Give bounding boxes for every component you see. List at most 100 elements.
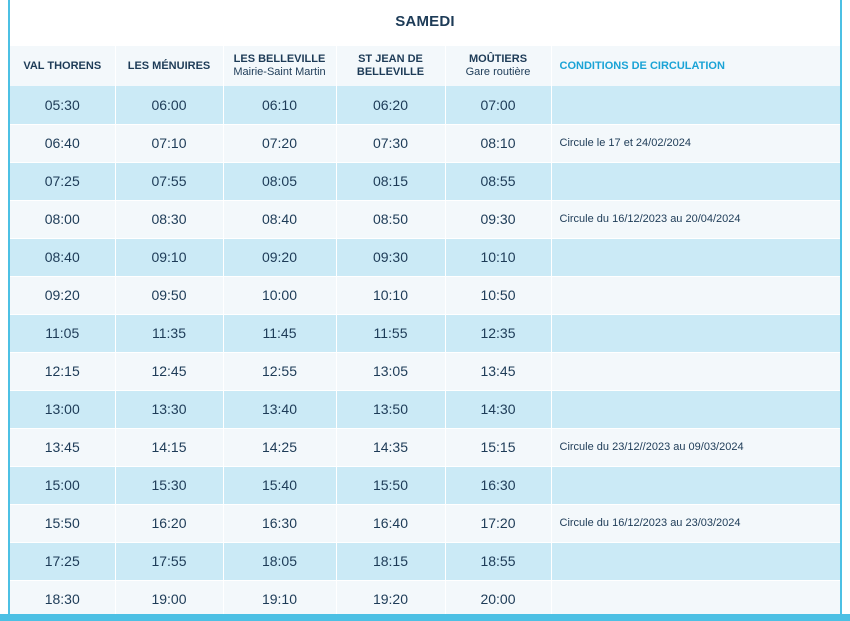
header-label: LES BELLEVILLE — [233, 53, 326, 65]
time-cell: 16:30 — [445, 466, 552, 505]
time-cell: 09:10 — [115, 238, 224, 277]
time-cell: 10:00 — [223, 276, 337, 315]
header-les-menuires: LES MÉNUIRES — [115, 46, 224, 86]
condition-cell — [551, 314, 840, 353]
time-cell: 12:35 — [445, 314, 552, 353]
time-cell: 14:35 — [336, 428, 446, 467]
table-row: 12:15 12:45 12:55 13:05 13:45 — [10, 352, 840, 391]
header-label: ST JEAN DE BELLEVILLE — [356, 53, 425, 78]
time-cell: 13:45 — [10, 428, 116, 467]
header-val-thorens: VAL THORENS — [10, 46, 116, 86]
time-cell: 19:10 — [223, 580, 337, 619]
time-cell: 12:55 — [223, 352, 337, 391]
time-cell: 15:50 — [10, 504, 116, 543]
time-cell: 06:10 — [223, 86, 337, 125]
condition-cell — [551, 542, 840, 581]
time-cell: 14:30 — [445, 390, 552, 429]
timetable-frame: SAMEDI VAL THORENS LES MÉNUIRES LES BELL… — [8, 0, 842, 619]
time-cell: 11:05 — [10, 314, 116, 353]
time-cell: 18:30 — [10, 580, 116, 619]
header-label: VAL THORENS — [23, 59, 102, 72]
time-cell: 12:45 — [115, 352, 224, 391]
table-row: 18:30 19:00 19:10 19:20 20:00 — [10, 580, 840, 619]
time-cell: 13:30 — [115, 390, 224, 429]
time-cell: 11:45 — [223, 314, 337, 353]
time-cell: 07:00 — [445, 86, 552, 125]
table-row: 08:40 09:10 09:20 09:30 10:10 — [10, 238, 840, 277]
header-les-belleville: LES BELLEVILLE Mairie-Saint Martin — [223, 46, 337, 86]
time-cell: 08:05 — [223, 162, 337, 201]
time-cell: 07:20 — [223, 124, 337, 163]
time-cell: 15:50 — [336, 466, 446, 505]
time-cell: 18:15 — [336, 542, 446, 581]
time-cell: 18:05 — [223, 542, 337, 581]
time-cell: 09:20 — [10, 276, 116, 315]
header-st-jean-de-belleville: ST JEAN DE BELLEVILLE — [336, 46, 446, 86]
time-cell: 10:10 — [336, 276, 446, 315]
condition-cell — [551, 352, 840, 391]
time-cell: 09:50 — [115, 276, 224, 315]
time-cell: 15:40 — [223, 466, 337, 505]
table-row: 08:00 08:30 08:40 08:50 09:30 Circule du 16/1… — [10, 200, 840, 239]
timetable: VAL THORENS LES MÉNUIRES LES BELLEVILLE … — [10, 46, 840, 619]
time-cell: 20:00 — [445, 580, 552, 619]
time-cell: 05:30 — [10, 86, 116, 125]
header-conditions: CONDITIONS DE CIRCULATION — [551, 46, 840, 86]
time-cell: 12:15 — [10, 352, 116, 391]
time-cell: 13:05 — [336, 352, 446, 391]
time-cell: 08:50 — [336, 200, 446, 239]
time-cell: 08:55 — [445, 162, 552, 201]
condition-cell — [551, 466, 840, 505]
time-cell: 08:40 — [223, 200, 337, 239]
time-cell: 10:10 — [445, 238, 552, 277]
table-row: 07:25 07:55 08:05 08:15 08:55 — [10, 162, 840, 201]
time-cell: 11:55 — [336, 314, 446, 353]
time-cell: 19:00 — [115, 580, 224, 619]
time-cell: 16:30 — [223, 504, 337, 543]
time-cell: 08:15 — [336, 162, 446, 201]
timetable-body: 05:30 06:00 06:10 06:20 07:00 06:40 07:10 07:20… — [10, 86, 840, 619]
time-cell: 19:20 — [336, 580, 446, 619]
table-row: 06:40 07:10 07:20 07:30 08:10 Circule le 17 e… — [10, 124, 840, 163]
condition-cell: Circule du 23/12//2023 au 09/03/2024 — [551, 428, 840, 467]
time-cell: 08:00 — [10, 200, 116, 239]
time-cell: 13:50 — [336, 390, 446, 429]
time-cell: 14:25 — [223, 428, 337, 467]
time-cell: 13:00 — [10, 390, 116, 429]
time-cell: 15:00 — [10, 466, 116, 505]
time-cell: 17:25 — [10, 542, 116, 581]
time-cell: 11:35 — [115, 314, 224, 353]
time-cell: 15:30 — [115, 466, 224, 505]
time-cell: 08:30 — [115, 200, 224, 239]
time-cell: 10:50 — [445, 276, 552, 315]
time-cell: 09:20 — [223, 238, 337, 277]
table-row: 13:00 13:30 13:40 13:50 14:30 — [10, 390, 840, 429]
time-cell: 07:25 — [10, 162, 116, 201]
header-label: LES MÉNUIRES — [127, 59, 211, 72]
header-sublabel: Mairie-Saint Martin — [233, 66, 326, 78]
header-label: MOÛTIERS — [468, 53, 528, 65]
header-moutiers: MOÛTIERS Gare routière — [445, 46, 552, 86]
header-label: CONDITIONS DE CIRCULATION — [559, 59, 725, 72]
time-cell: 17:20 — [445, 504, 552, 543]
table-row: 15:50 16:20 16:30 16:40 17:20 Circule du 16/1… — [10, 504, 840, 543]
time-cell: 16:20 — [115, 504, 224, 543]
condition-cell — [551, 580, 840, 619]
table-row: 09:20 09:50 10:00 10:10 10:50 — [10, 276, 840, 315]
time-cell: 08:10 — [445, 124, 552, 163]
time-cell: 08:40 — [10, 238, 116, 277]
time-cell: 16:40 — [336, 504, 446, 543]
condition-cell — [551, 238, 840, 277]
table-row: 13:45 14:15 14:25 14:35 15:15 Circule du 23/1… — [10, 428, 840, 467]
time-cell: 07:55 — [115, 162, 224, 201]
table-row: 11:05 11:35 11:45 11:55 12:35 — [10, 314, 840, 353]
time-cell: 06:00 — [115, 86, 224, 125]
time-cell: 07:10 — [115, 124, 224, 163]
time-cell: 14:15 — [115, 428, 224, 467]
bottom-accent-bar — [0, 614, 850, 621]
day-title: SAMEDI — [395, 13, 455, 30]
table-row: 15:00 15:30 15:40 15:50 16:30 — [10, 466, 840, 505]
condition-cell — [551, 86, 840, 125]
time-cell: 06:40 — [10, 124, 116, 163]
time-cell: 09:30 — [336, 238, 446, 277]
